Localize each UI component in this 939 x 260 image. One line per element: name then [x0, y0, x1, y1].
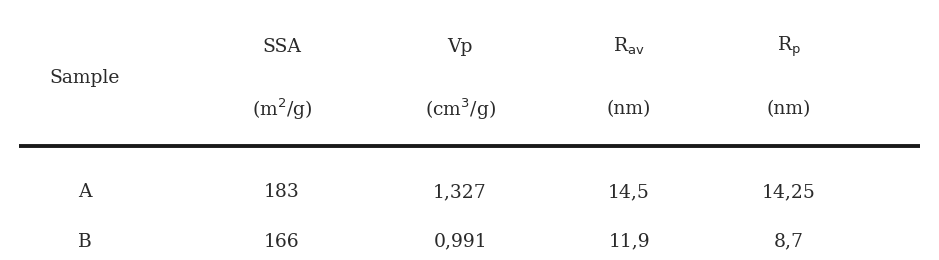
Text: 0,991: 0,991: [433, 233, 487, 251]
Text: 8,7: 8,7: [774, 233, 804, 251]
Text: R$_{\mathrm{av}}$: R$_{\mathrm{av}}$: [613, 36, 645, 57]
Text: 1,327: 1,327: [433, 183, 487, 202]
Text: B: B: [78, 233, 91, 251]
Text: 14,25: 14,25: [762, 183, 816, 202]
Text: 166: 166: [264, 233, 300, 251]
Text: A: A: [78, 183, 91, 202]
Text: 183: 183: [264, 183, 300, 202]
Text: R$_{\mathrm{p}}$: R$_{\mathrm{p}}$: [777, 35, 801, 59]
Text: (nm): (nm): [766, 100, 811, 118]
Text: 11,9: 11,9: [608, 233, 650, 251]
Text: (cm$^3$/g): (cm$^3$/g): [424, 96, 496, 122]
Text: Vp: Vp: [447, 38, 473, 56]
Text: (m$^2$/g): (m$^2$/g): [252, 96, 312, 122]
Text: Sample: Sample: [50, 69, 119, 87]
Text: (nm): (nm): [607, 100, 652, 118]
Text: SSA: SSA: [262, 38, 301, 56]
Text: 14,5: 14,5: [608, 183, 650, 202]
